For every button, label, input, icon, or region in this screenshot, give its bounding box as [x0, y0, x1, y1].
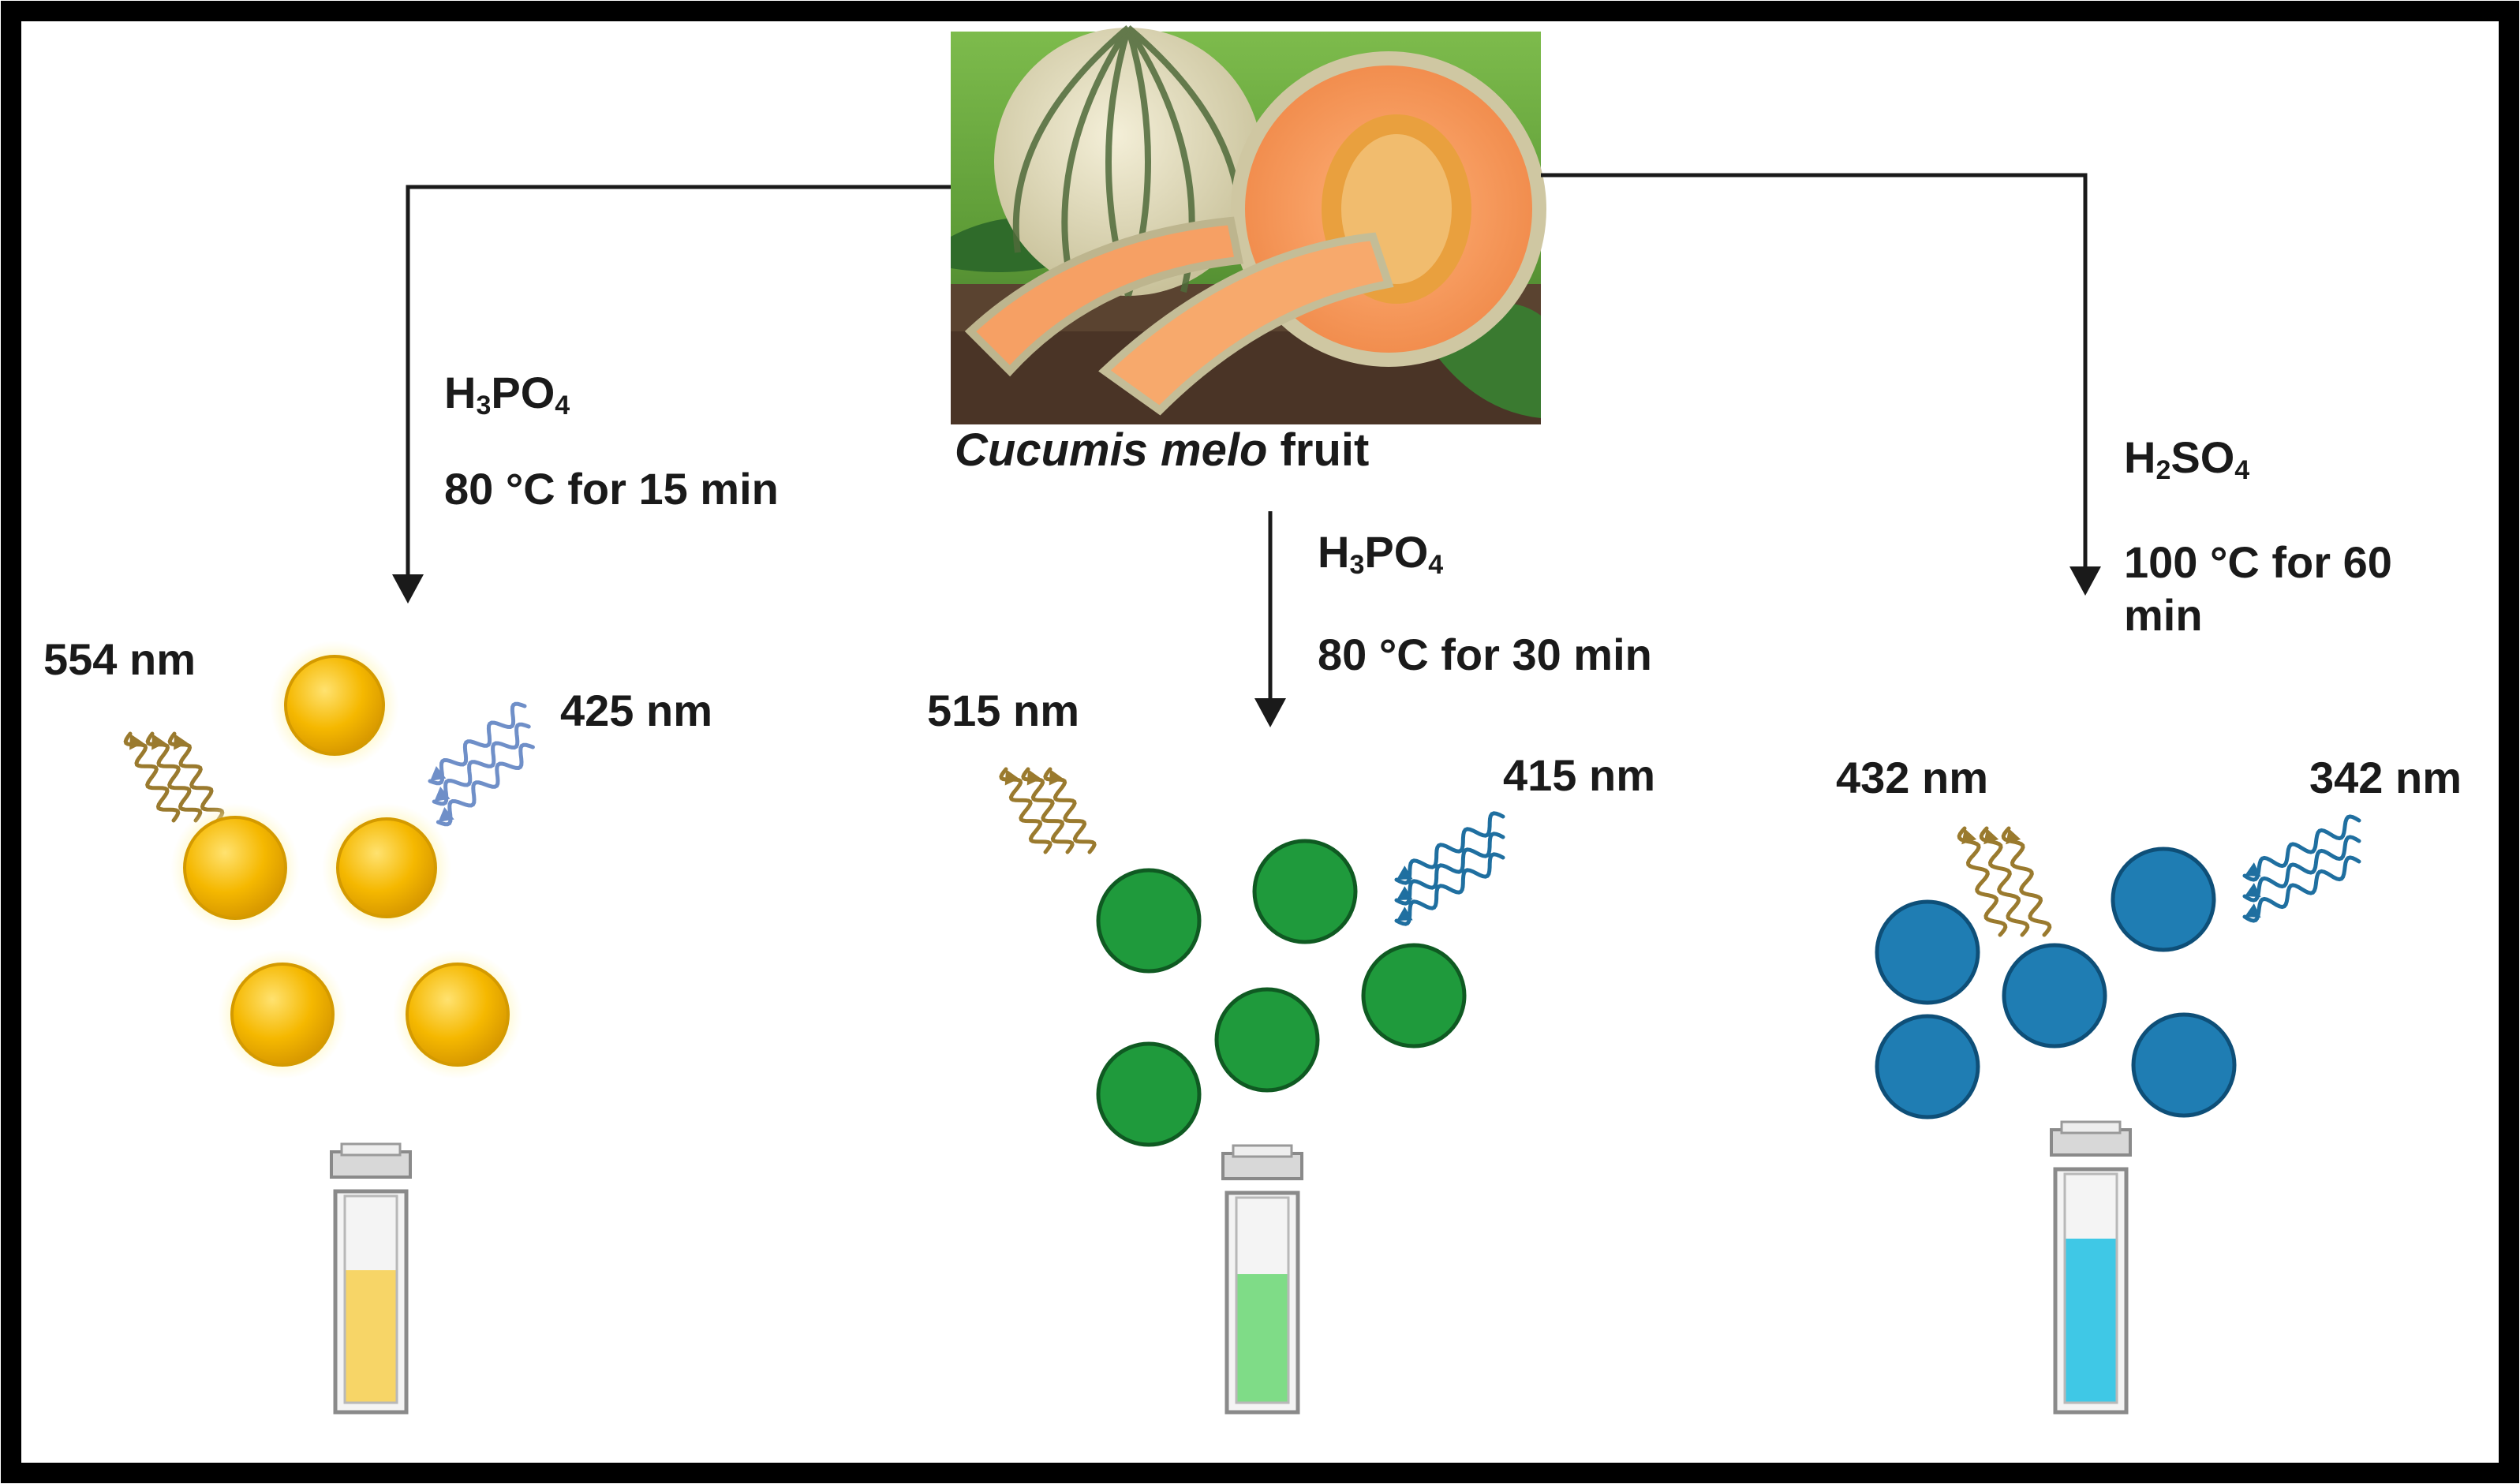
emission-wave-left-1: [145, 731, 203, 823]
emission-label-right: 432 nm: [1836, 753, 1988, 802]
excitation-wave-left-0-head: [430, 765, 447, 781]
emission-wave-right-0: [1957, 826, 2008, 937]
emission-wave-left-0-head: [129, 734, 144, 750]
excitation-wave-left-1: [432, 722, 531, 806]
excitation-wave-center-1: [1394, 832, 1505, 906]
yellow-carbon-dots: [170, 641, 522, 1079]
condition-label-right-line2: min: [2124, 590, 2203, 640]
excitation-wave-left-2-head: [438, 806, 454, 822]
arrowhead-right: [2069, 566, 2101, 596]
emission-wave-left-2: [167, 731, 225, 823]
excitation-wave-right-0: [2242, 814, 2361, 882]
cuvette-green-liquid: [1236, 1274, 1288, 1403]
excitation-wave-right-1-head: [2245, 883, 2261, 898]
excitation-wave-right-2: [2242, 855, 2361, 923]
acid-label-left: H3PO4: [444, 368, 570, 421]
emission-wave-center-2-head: [1049, 769, 1064, 786]
green-carbon-dots: [1096, 839, 1467, 1147]
condition-label-left: 80 °C for 15 min: [444, 464, 779, 514]
blue-carbon-dots: [1875, 847, 2237, 1120]
emission-wave-right-2-head: [2006, 828, 2021, 845]
acid-label-right: H2SO4: [2124, 432, 2250, 485]
cuvette-green: [1221, 1144, 1303, 1415]
emission-wave-left-0: [123, 731, 181, 823]
arrowhead-left: [392, 574, 424, 604]
excitation-label-right: 342 nm: [2309, 753, 2462, 802]
cuvette-blue: [2050, 1120, 2132, 1415]
excitation-wave-center-0-head: [1396, 865, 1413, 880]
emission-wave-center-1: [1021, 767, 1075, 854]
excitation-wave-left-2: [436, 742, 535, 827]
cucumis-melo-photo: [951, 24, 1546, 424]
emission-wave-left-2-head: [174, 734, 188, 750]
arrowhead-center: [1254, 698, 1286, 727]
emission-wave-right-1-head: [1983, 828, 1999, 845]
excitation-wave-right-1: [2242, 835, 2361, 903]
emission-wave-center-0: [999, 767, 1052, 854]
condition-label-right-line1: 100 °C for 60: [2124, 537, 2392, 587]
cuvette-yellow-liquid: [345, 1270, 397, 1403]
cuvette-blue-liquid: [2065, 1239, 2117, 1403]
flow-connectors: [406, 173, 2088, 702]
excitation-label-left: 425 nm: [560, 686, 712, 735]
emission-wave-left-1-head: [151, 734, 166, 750]
excitation-wave-right-2-head: [2245, 903, 2261, 918]
emission-label-center: 515 nm: [927, 686, 1079, 735]
emission-wave-center-0-head: [1004, 769, 1019, 786]
excitation-wave-center-0: [1394, 811, 1505, 885]
cuvette-yellow: [330, 1142, 412, 1415]
excitation-label-center: 415 nm: [1503, 750, 1655, 800]
emission-wave-right-0-head: [1961, 828, 1977, 845]
acid-label-center: H3PO4: [1318, 527, 1444, 580]
excitation-wave-left-1-head: [434, 786, 451, 802]
excitation-wave-right-0-head: [2245, 862, 2261, 877]
source-caption: Cucumis melo fruit: [955, 424, 1370, 476]
excitation-wave-center-1-head: [1396, 886, 1413, 900]
emission-wave-right-1: [1979, 826, 2030, 937]
emission-label-left: 554 nm: [43, 634, 196, 684]
emission-wave-right-2: [2001, 826, 2052, 937]
excitation-wave-center-2: [1394, 852, 1505, 926]
emission-wave-center-1-head: [1026, 769, 1041, 786]
excitation-wave-left-0: [428, 701, 527, 786]
emission-wave-center-2: [1043, 767, 1097, 854]
excitation-wave-center-2-head: [1396, 906, 1413, 921]
condition-label-center: 80 °C for 30 min: [1318, 630, 1652, 679]
